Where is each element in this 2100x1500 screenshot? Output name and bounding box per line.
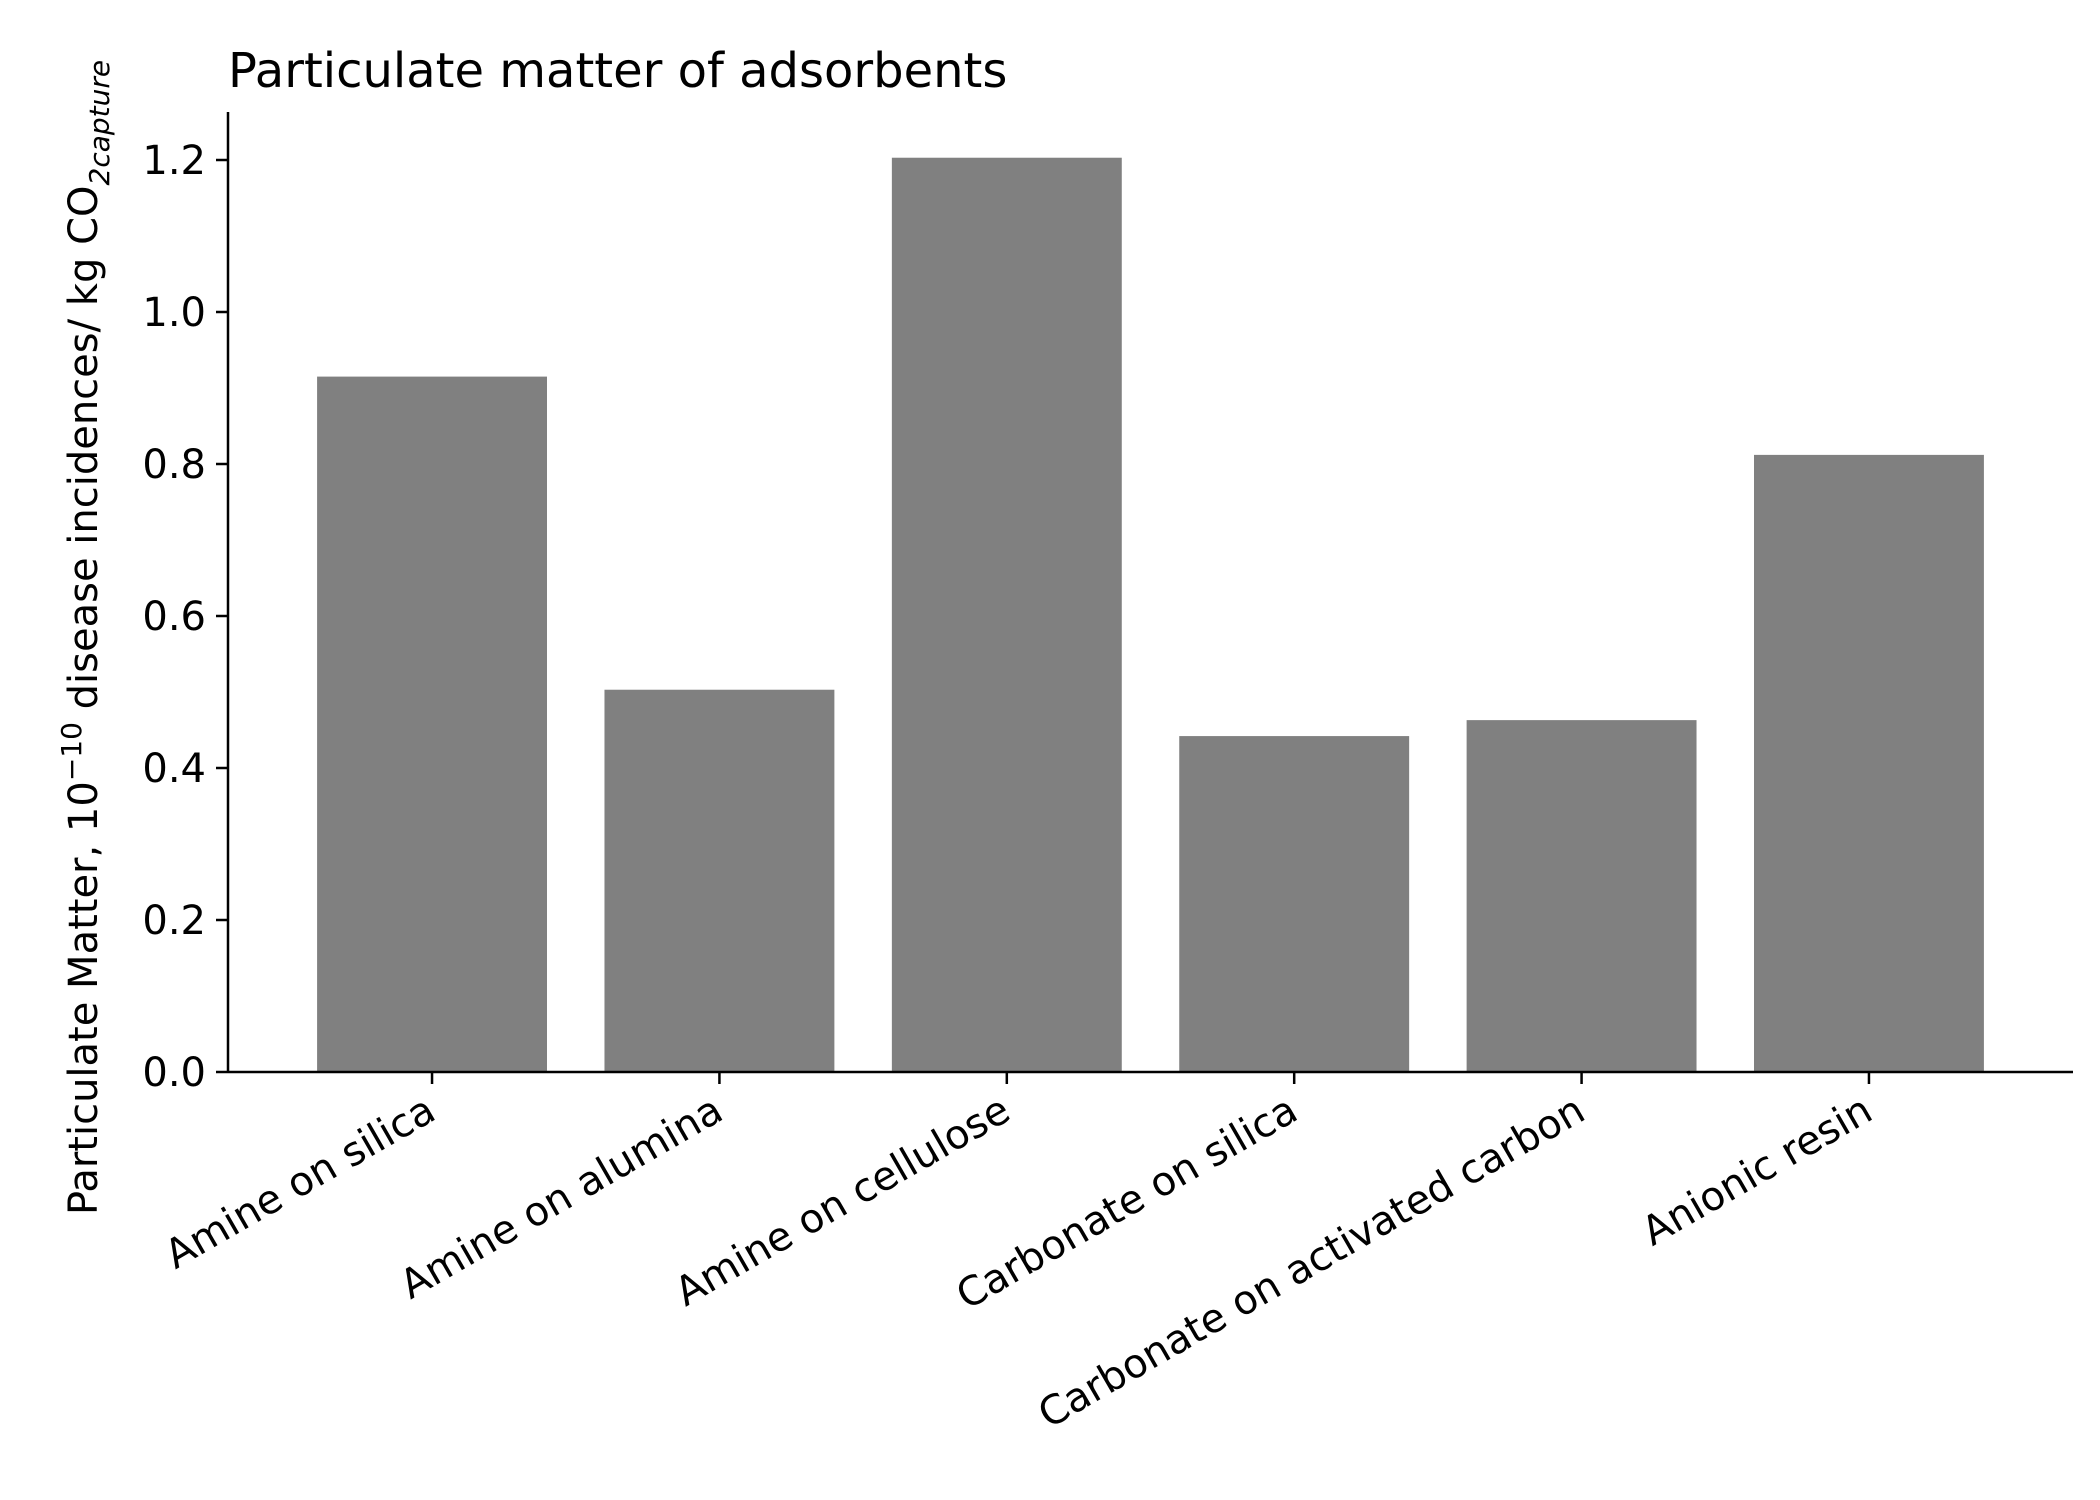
y-axis-label-prefix: Particulate Matter, 10 bbox=[61, 781, 107, 1215]
x-tick-label: Carbonate on activated carbon bbox=[1031, 1087, 1593, 1438]
chart-title: Particulate matter of adsorbents bbox=[228, 43, 1007, 99]
y-axis-label: Particulate Matter, 10−10 disease incide… bbox=[55, 60, 116, 1215]
bar bbox=[317, 376, 547, 1073]
y-tick-label: 0.0 bbox=[142, 1050, 206, 1096]
bar bbox=[891, 157, 1122, 1073]
x-tick-label: Amine on silica bbox=[157, 1087, 443, 1279]
bar bbox=[1179, 736, 1410, 1072]
y-axis-label-subscript: 2capture bbox=[83, 60, 116, 186]
y-tick-label: 1.2 bbox=[142, 138, 206, 184]
y-tick-label: 0.2 bbox=[142, 898, 206, 944]
y-tick-label: 0.4 bbox=[142, 746, 206, 792]
y-axis-ticks: 0.0 0.2 0.4 0.6 0.8 1.0 1.2 bbox=[142, 138, 228, 1096]
x-tick-label: Anionic resin bbox=[1634, 1087, 1880, 1255]
bar bbox=[604, 689, 835, 1072]
y-axis-label-middle: disease incidences/ kg CO bbox=[61, 185, 107, 722]
y-tick-label: 1.0 bbox=[142, 290, 206, 336]
bar bbox=[1754, 454, 1984, 1072]
bar bbox=[1466, 720, 1697, 1072]
bars-group bbox=[317, 157, 1984, 1073]
y-axis-label-exponent: −10 bbox=[55, 722, 88, 781]
y-tick-label: 0.6 bbox=[142, 594, 206, 640]
y-tick-label: 0.8 bbox=[142, 442, 206, 488]
